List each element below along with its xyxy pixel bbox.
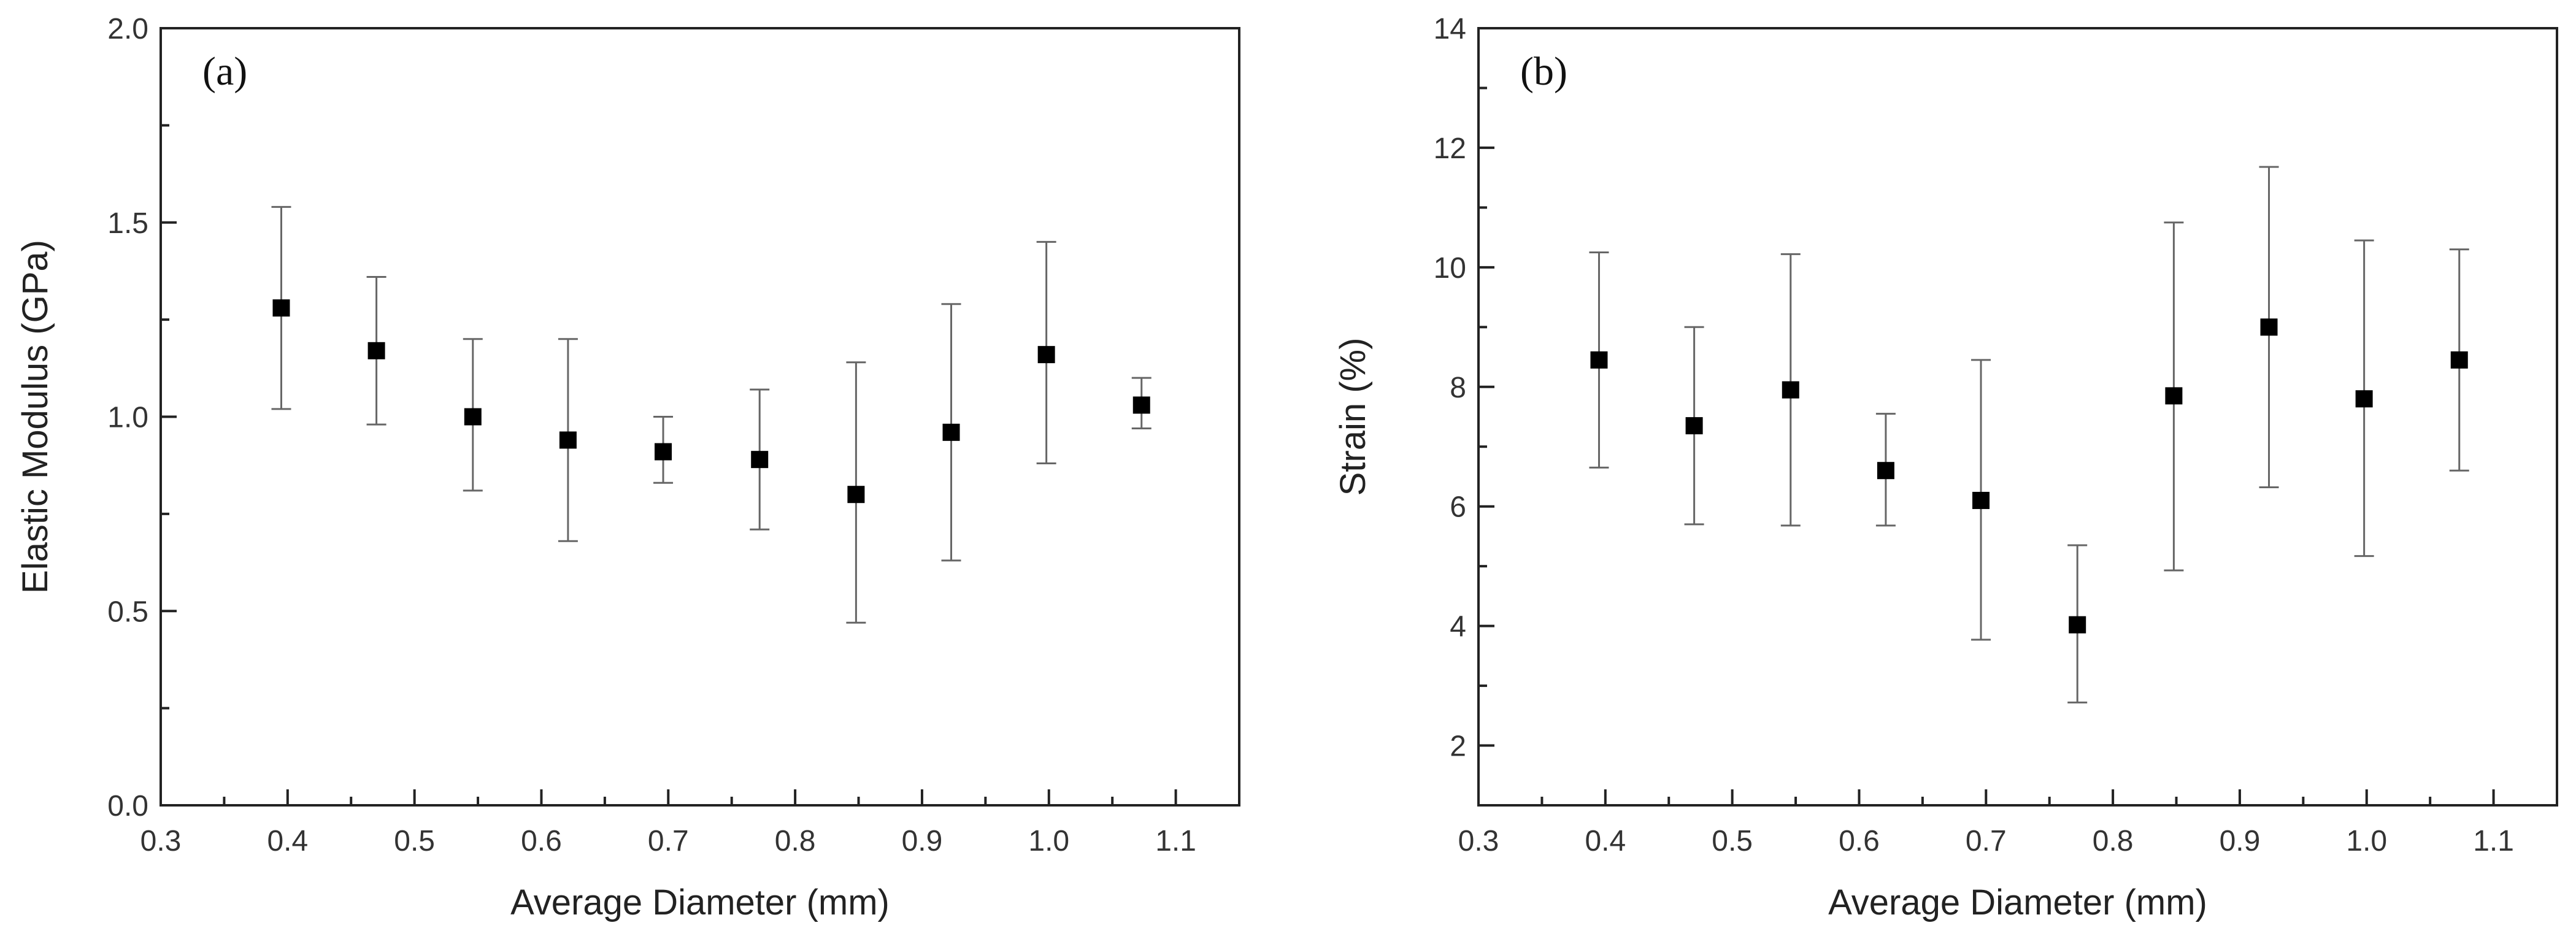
data-point	[1590, 351, 1608, 369]
x-axis-title: Average Diameter (mm)	[510, 883, 890, 922]
y-tick-label: 4	[1450, 611, 1466, 643]
data-point	[1685, 417, 1703, 435]
x-tick-label: 0.4	[267, 825, 308, 857]
data-point	[2069, 616, 2086, 634]
y-tick-label: 12	[1434, 132, 1466, 165]
y-axis-title: Strain (%)	[1333, 338, 1373, 496]
data-point	[272, 299, 290, 317]
data-point	[2450, 351, 2468, 369]
plot-frame-b	[1477, 27, 2558, 807]
data-point	[847, 486, 865, 504]
data-point	[1972, 491, 1990, 509]
x-tick-label: 0.7	[1966, 825, 2007, 857]
y-tick-label: 0.5	[107, 596, 148, 628]
x-tick-label: 1.1	[2473, 825, 2514, 857]
y-tick-label: 1.5	[107, 207, 148, 240]
data-point	[1037, 346, 1055, 364]
data-point	[2260, 318, 2278, 336]
plot-frame-a	[160, 27, 1240, 807]
panel-a: 0.3 0.4 0.5 0.6 0.7 0.8 0.9 1.0 1.1 0.0 0.5 1.0 1.5 2…	[15, 13, 1240, 922]
data-point	[2355, 390, 2373, 408]
data-point	[1877, 462, 1894, 480]
panel-label: (b)	[1520, 49, 1567, 94]
data-point	[942, 423, 960, 441]
x-tick-label: 0.7	[648, 825, 689, 857]
x-tick-label: 0.5	[1712, 825, 1753, 857]
x-tick-label: 1.0	[1028, 825, 1069, 857]
data-point	[655, 443, 672, 461]
data-point	[2165, 387, 2183, 405]
data-point	[367, 342, 385, 359]
panel-label: (a)	[202, 49, 247, 94]
y-tick-label: 10	[1434, 252, 1466, 285]
y-tick-label: 6	[1450, 491, 1466, 524]
x-axis-title: Average Diameter (mm)	[1828, 883, 2207, 922]
y-tick-label: 14	[1434, 13, 1466, 45]
x-tick-label: 0.9	[2220, 825, 2261, 857]
x-tick-label: 0.3	[140, 825, 182, 857]
y-tick-label: 8	[1450, 372, 1466, 404]
x-tick-label: 0.8	[2093, 825, 2134, 857]
y-tick-label: 0.0	[107, 790, 148, 822]
x-tick-label: 0.6	[1839, 825, 1880, 857]
y-tick-label: 2	[1450, 730, 1466, 763]
x-tick-label: 0.5	[394, 825, 435, 857]
x-tick-label: 0.8	[775, 825, 816, 857]
y-axis-title: Elastic Modulus (GPa)	[15, 240, 55, 594]
y-tick-label: 1.0	[107, 402, 148, 434]
panel-b: 0.3 0.4 0.5 0.6 0.7 0.8 0.9 1.0 1.1 2 4 6 8 10 12 14 Ave…	[1333, 13, 2558, 922]
y-tick-label: 2.0	[107, 13, 148, 45]
x-tick-label: 0.9	[902, 825, 943, 857]
data-point	[464, 408, 482, 426]
data-point	[1782, 381, 1799, 399]
x-tick-label: 0.4	[1585, 825, 1626, 857]
data-point	[559, 431, 577, 449]
x-tick-label: 0.3	[1458, 825, 1499, 857]
data-point	[751, 451, 769, 469]
x-tick-label: 1.1	[1155, 825, 1196, 857]
x-tick-label: 0.6	[521, 825, 562, 857]
x-tick-label: 1.0	[2346, 825, 2387, 857]
data-point	[1132, 396, 1150, 414]
